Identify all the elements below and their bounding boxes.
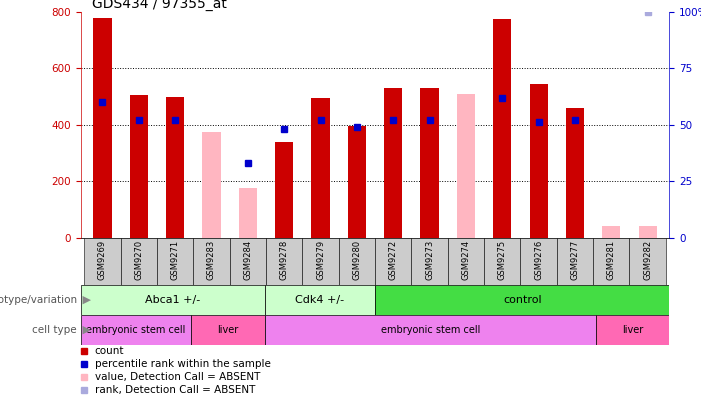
Text: GSM9281: GSM9281	[607, 240, 615, 280]
Text: percentile rank within the sample: percentile rank within the sample	[95, 359, 271, 369]
FancyBboxPatch shape	[265, 315, 596, 345]
Bar	[166, 97, 184, 238]
Text: GSM9275: GSM9275	[498, 240, 507, 280]
Text: GSM9280: GSM9280	[353, 240, 361, 280]
Text: GSM9273: GSM9273	[425, 240, 434, 280]
Text: control: control	[503, 295, 542, 305]
Text: liver: liver	[622, 325, 644, 335]
FancyBboxPatch shape	[265, 285, 375, 315]
Bar	[311, 98, 329, 238]
FancyBboxPatch shape	[84, 238, 121, 285]
Text: GDS434 / 97355_at: GDS434 / 97355_at	[93, 0, 227, 11]
Text: GSM9278: GSM9278	[280, 240, 289, 280]
FancyBboxPatch shape	[448, 238, 484, 285]
Text: embryonic stem cell: embryonic stem cell	[381, 325, 480, 335]
FancyBboxPatch shape	[593, 238, 629, 285]
Bar	[275, 142, 293, 238]
Text: cell type: cell type	[32, 325, 77, 335]
FancyBboxPatch shape	[411, 238, 448, 285]
FancyBboxPatch shape	[557, 238, 593, 285]
FancyBboxPatch shape	[121, 238, 157, 285]
FancyBboxPatch shape	[375, 238, 411, 285]
Text: GSM9271: GSM9271	[170, 240, 179, 280]
FancyBboxPatch shape	[339, 238, 375, 285]
Text: GSM9284: GSM9284	[243, 240, 252, 280]
Text: Abca1 +/-: Abca1 +/-	[145, 295, 200, 305]
Bar	[421, 88, 439, 238]
FancyBboxPatch shape	[81, 285, 265, 315]
Text: embryonic stem cell: embryonic stem cell	[86, 325, 186, 335]
FancyBboxPatch shape	[193, 238, 230, 285]
FancyBboxPatch shape	[520, 238, 557, 285]
Text: rank, Detection Call = ABSENT: rank, Detection Call = ABSENT	[95, 385, 255, 394]
FancyBboxPatch shape	[596, 315, 669, 345]
Text: GSM9270: GSM9270	[135, 240, 143, 280]
Bar	[93, 17, 111, 238]
Text: GSM9277: GSM9277	[571, 240, 580, 280]
Bar	[348, 126, 366, 238]
Bar	[639, 226, 657, 238]
Text: ▶: ▶	[79, 325, 90, 335]
Bar	[494, 19, 511, 238]
Text: count: count	[95, 346, 124, 356]
Text: GSM9274: GSM9274	[461, 240, 470, 280]
Text: GSM9269: GSM9269	[98, 240, 107, 280]
Bar	[239, 188, 257, 238]
FancyBboxPatch shape	[230, 238, 266, 285]
FancyBboxPatch shape	[81, 315, 191, 345]
FancyBboxPatch shape	[302, 238, 339, 285]
Text: ▶: ▶	[79, 295, 90, 305]
Text: liver: liver	[217, 325, 238, 335]
Text: GSM9276: GSM9276	[534, 240, 543, 280]
FancyBboxPatch shape	[484, 238, 520, 285]
Bar	[566, 108, 584, 238]
FancyBboxPatch shape	[375, 285, 669, 315]
FancyBboxPatch shape	[266, 238, 302, 285]
Bar	[529, 84, 547, 238]
Bar	[602, 226, 620, 238]
FancyBboxPatch shape	[157, 238, 193, 285]
Text: GSM9279: GSM9279	[316, 240, 325, 280]
Bar	[203, 132, 221, 238]
Text: GSM9282: GSM9282	[643, 240, 652, 280]
Bar	[457, 94, 475, 238]
FancyBboxPatch shape	[629, 238, 666, 285]
Text: value, Detection Call = ABSENT: value, Detection Call = ABSENT	[95, 372, 260, 382]
Text: genotype/variation: genotype/variation	[0, 295, 77, 305]
FancyBboxPatch shape	[191, 315, 265, 345]
Text: Cdk4 +/-: Cdk4 +/-	[295, 295, 344, 305]
Text: GSM9283: GSM9283	[207, 240, 216, 280]
Text: GSM9272: GSM9272	[389, 240, 397, 280]
Bar	[130, 95, 148, 238]
Bar	[384, 88, 402, 238]
